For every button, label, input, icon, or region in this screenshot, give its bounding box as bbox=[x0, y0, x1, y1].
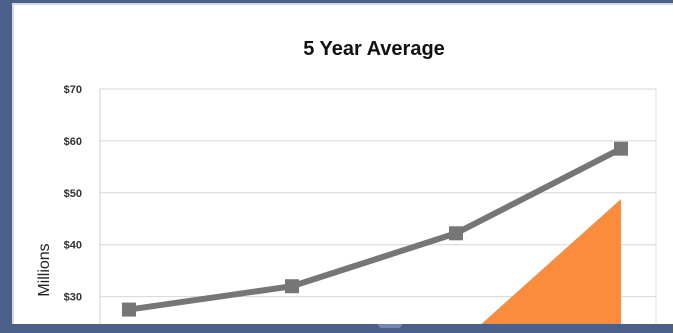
y-axis-label: Millions bbox=[36, 243, 53, 296]
data-point-marker bbox=[285, 279, 299, 294]
data-point-marker bbox=[122, 302, 136, 317]
orange-overlay-shape bbox=[471, 199, 621, 333]
line-chart: 5 Year Average Millions $30 $40 $50 $60 $70 bbox=[36, 38, 657, 333]
y-tick-label: $70 bbox=[64, 84, 82, 96]
y-tick-label: $60 bbox=[64, 136, 82, 148]
y-tick-label: $40 bbox=[64, 240, 82, 252]
chart-title: 5 Year Average bbox=[303, 38, 445, 60]
series-line bbox=[128, 146, 623, 313]
y-tick-label: $50 bbox=[64, 188, 82, 200]
bottom-bar bbox=[0, 324, 673, 333]
data-point-marker bbox=[449, 226, 463, 241]
chart-panel: 5 Year Average Millions $30 $40 $50 $60 $70 bbox=[12, 3, 673, 333]
scroll-knob bbox=[378, 324, 402, 328]
data-point-marker bbox=[614, 141, 628, 156]
y-tick-label: $30 bbox=[64, 292, 82, 304]
